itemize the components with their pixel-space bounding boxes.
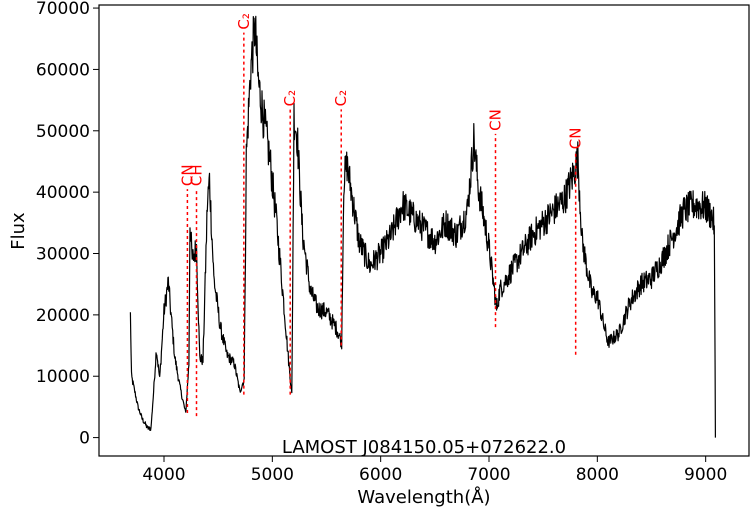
y-tick-label: 30000	[36, 245, 90, 265]
x-axis-ticks: 4000 5000 6000 7000 8000 9000	[142, 456, 727, 485]
spectrum-line	[129, 15, 716, 438]
feature-label: CN	[567, 128, 585, 150]
y-tick-label: 60000	[36, 60, 90, 80]
y-tick-label: 20000	[36, 306, 90, 326]
x-tick-label: 9000	[684, 465, 727, 485]
y-tick-label: 10000	[36, 367, 90, 387]
feature-label: CN	[487, 109, 505, 131]
spectrum-object-label: LAMOST J084150.05+072622.0	[282, 437, 566, 458]
x-tick-label: 5000	[251, 465, 294, 485]
axes-frame	[98, 4, 750, 457]
y-tick-label: 0	[79, 429, 90, 449]
feature-label: C₂	[235, 13, 253, 30]
y-axis-title: Flux	[8, 212, 29, 250]
x-tick-label: 6000	[359, 465, 402, 485]
y-tick-label: 70000	[36, 0, 90, 19]
y-tick-label: 40000	[36, 183, 90, 203]
x-tick-label: 4000	[142, 465, 185, 485]
x-tick-label: 7000	[467, 465, 510, 485]
y-tick-label: 50000	[36, 122, 90, 142]
feature-label: CH	[188, 164, 206, 186]
y-axis-ticks: 0 10000 20000 30000 40000 50000 60000 70000	[36, 0, 99, 449]
x-tick-label: 8000	[576, 465, 619, 485]
x-axis-title: Wavelength(Å)	[357, 486, 490, 508]
feature-label: C₂	[332, 90, 350, 107]
feature-label: CN	[178, 164, 196, 186]
feature-label: C₂	[281, 90, 299, 107]
